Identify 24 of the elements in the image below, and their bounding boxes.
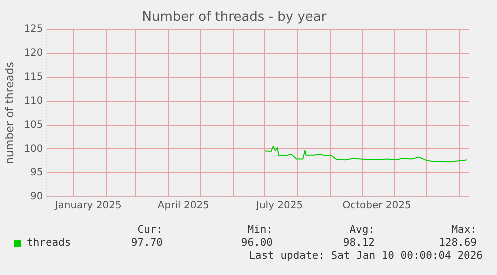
text: 97.70 — [131, 237, 163, 249]
y-tick-label: 120 — [24, 48, 44, 60]
y-tick-label: 105 — [24, 120, 44, 131]
text: Min: — [248, 224, 273, 236]
x-tick-label: July 2025 — [256, 200, 304, 212]
y-tick-label: 95 — [30, 168, 44, 179]
text: 98.12 — [343, 237, 375, 249]
text: 128.69 — [439, 237, 477, 249]
text: 96.00 — [241, 237, 273, 249]
y-axis-title: number of threads — [3, 62, 16, 164]
text: Last update: Sat Jan 10 00:00:04 2026 — [249, 250, 483, 262]
x-tick-label: January 2025 — [54, 200, 122, 212]
y-tick-label: 115 — [24, 72, 44, 84]
legend-label: threads — [27, 237, 72, 249]
x-tick-label: April 2025 — [158, 200, 210, 212]
text: Max: — [452, 224, 477, 236]
y-tick-label: 100 — [24, 144, 44, 155]
text: Avg: — [350, 224, 375, 236]
text: Cur: — [138, 224, 163, 236]
y-tick-label: 90 — [30, 192, 44, 203]
y-tick-label: 110 — [24, 96, 44, 107]
y-tick-label: 125 — [24, 24, 44, 36]
x-tick-label: October 2025 — [342, 200, 412, 212]
chart-title: Number of threads - by year — [142, 10, 328, 26]
